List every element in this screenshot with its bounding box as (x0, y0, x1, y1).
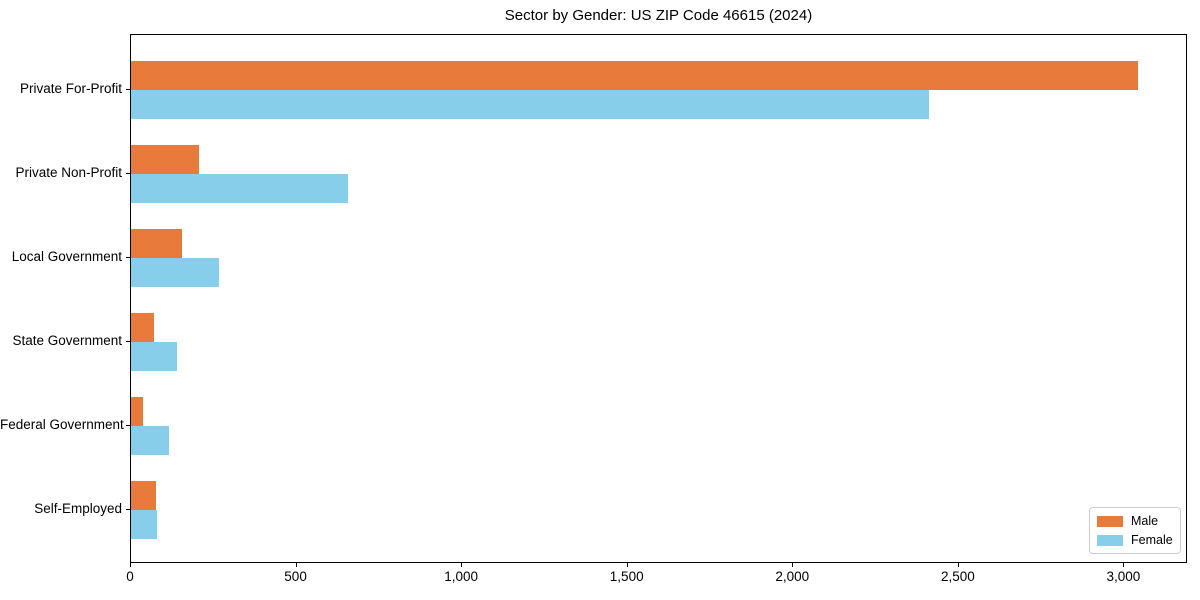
legend-entry-male: Male (1097, 514, 1173, 528)
x-tick-label-0: 0 (126, 569, 134, 584)
x-tick-0 (130, 563, 131, 567)
bar-male-private-non-profit (131, 144, 199, 174)
y-axis-label-private-non-profit: Private Non-Profit (15, 164, 122, 180)
x-tick-2000 (792, 563, 794, 567)
x-tick-label-3000: 3,000 (1106, 569, 1141, 584)
plot-area (130, 34, 1187, 563)
bar-male-self-employed (131, 480, 156, 510)
bar-female-local-government (131, 257, 219, 287)
bar-female-state-government (131, 341, 177, 371)
y-axis-label-local-government: Local Government (11, 248, 122, 264)
legend-entry-female: Female (1097, 533, 1173, 547)
x-tick-2500 (957, 563, 959, 567)
bar-male-federal-government (131, 396, 143, 426)
y-tick-self-employed (126, 508, 130, 510)
x-tick-label-1000: 1,000 (444, 569, 479, 584)
legend-label-female: Female (1131, 533, 1173, 547)
x-tick-label-2000: 2,000 (775, 569, 810, 584)
x-tick-3000 (1123, 563, 1125, 567)
y-tick-private-for-profit (126, 88, 130, 90)
x-tick-1500 (626, 563, 628, 567)
y-tick-private-non-profit (126, 172, 130, 174)
x-tick-1000 (461, 563, 463, 567)
y-axis-label-state-government: State Government (12, 332, 122, 348)
y-tick-state-government (126, 340, 130, 342)
bar-male-private-for-profit (131, 60, 1138, 90)
bar-male-state-government (131, 312, 154, 342)
x-tick-label-500: 500 (284, 569, 307, 584)
y-axis-label-private-for-profit: Private For-Profit (19, 80, 122, 96)
legend-label-male: Male (1131, 514, 1159, 528)
legend-swatch-male (1097, 515, 1123, 527)
legend-swatch-female (1097, 534, 1123, 546)
x-tick-500 (295, 563, 297, 567)
y-tick-federal-government (126, 424, 130, 426)
x-tick-label-2500: 2,500 (940, 569, 975, 584)
chart-title: Sector by Gender: US ZIP Code 46615 (202… (504, 7, 813, 24)
bar-female-private-non-profit (131, 173, 348, 203)
x-tick-label-1500: 1,500 (609, 569, 644, 584)
legend: Male Female (1089, 507, 1181, 554)
y-axis-label-self-employed: Self-Employed (34, 500, 122, 516)
bar-female-private-for-profit (131, 89, 929, 119)
bar-female-self-employed (131, 509, 157, 539)
y-axis-label-federal-government: Federal Government (0, 416, 124, 432)
bar-female-federal-government (131, 425, 169, 455)
y-tick-local-government (126, 256, 130, 258)
bar-male-local-government (131, 228, 182, 258)
